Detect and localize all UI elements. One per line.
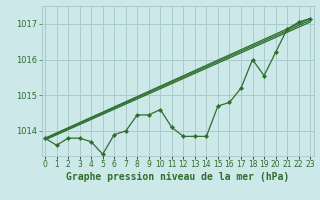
X-axis label: Graphe pression niveau de la mer (hPa): Graphe pression niveau de la mer (hPa) <box>66 172 289 182</box>
